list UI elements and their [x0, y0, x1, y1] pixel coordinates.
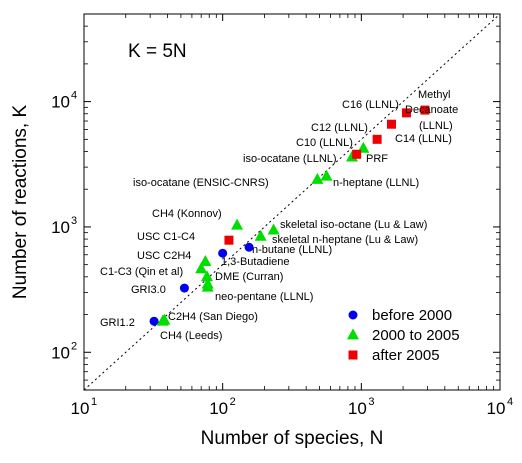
y-tick-label: 10: [51, 343, 70, 362]
point-label: Decanoate: [405, 104, 458, 116]
x-tick-label-exponent: 3: [368, 396, 374, 408]
point-label: CH4 (Konnov): [152, 208, 222, 220]
point-label: USC C1-C4: [137, 231, 195, 243]
data-point-circle: [180, 284, 189, 293]
legend: before 2000 2000 to 2005 after 2005: [347, 307, 460, 364]
axes-group: 10 1 10 2 10 3 10 410 210 310 4: [51, 14, 513, 418]
point-label: n-heptane (LLNL): [333, 177, 419, 189]
legend-marker-triangle: [347, 328, 359, 339]
x-tick-label-exponent: 4: [507, 396, 513, 408]
data-point-triangle: [311, 173, 323, 184]
point-label: GRI1.2: [100, 317, 135, 329]
point-label: GRI3.0: [131, 284, 166, 296]
y-tick-label: 10: [51, 218, 70, 237]
y-axis-label: Number of reactions, K: [10, 105, 31, 300]
x-tick-label: 10: [348, 399, 367, 418]
point-label: skeletal iso-octane (Lu & Law): [280, 219, 427, 231]
point-label: (LLNL): [419, 120, 453, 132]
legend-label: 2000 to 2005: [372, 327, 460, 344]
x-tick-label: 10: [71, 399, 90, 418]
point-label: neo-pentane (LLNL): [215, 291, 313, 303]
data-point-triangle: [231, 219, 243, 230]
y-tick-label-exponent: 4: [71, 90, 77, 102]
point-label: C12 (LLNL): [311, 122, 368, 134]
x-tick-label: 10: [209, 399, 228, 418]
point-label: PRF: [366, 153, 388, 165]
y-tick-label: 10: [51, 93, 70, 112]
point-label: C10 (LLNL): [296, 137, 353, 149]
annotation-k-equals-5n: K = 5N: [128, 41, 187, 62]
y-tick-label-exponent: 2: [71, 340, 77, 352]
point-labels-group: GRI1.2 C2H4 (San Diego) CH4 (Leeds) GRI3.0 n…: [100, 89, 458, 342]
point-label: USC C2H4: [137, 250, 191, 262]
data-point-triangle: [268, 223, 280, 234]
x-tick-label-exponent: 1: [91, 396, 97, 408]
data-point-circle: [150, 317, 159, 326]
data-point-square: [387, 120, 396, 129]
x-axis-label: Number of species, N: [201, 428, 384, 449]
point-label: C1-C3 (Qin et al): [100, 266, 183, 278]
legend-marker-square: [349, 351, 358, 360]
point-label: CH4 (Leeds): [160, 330, 222, 342]
point-label: iso-ocatane (ENSIC-CNRS): [133, 177, 269, 189]
x-tick-label: 10: [487, 399, 506, 418]
y-tick-label-exponent: 3: [71, 215, 77, 227]
point-label: C16 (LLNL): [342, 99, 399, 111]
point-label: Methyl: [418, 89, 450, 101]
point-label: DME (Curran): [215, 271, 283, 283]
x-tick-label-exponent: 2: [230, 396, 236, 408]
data-point-triangle: [255, 230, 267, 241]
point-label: skeletal n-heptane (Lu & Law): [272, 234, 418, 246]
point-label: C2H4 (San Diego): [168, 311, 258, 323]
legend-label: before 2000: [372, 307, 452, 324]
point-label: 1,3-Butadiene: [221, 256, 290, 268]
legend-label: after 2005: [372, 347, 440, 364]
point-label: iso-ocatane (LLNL): [243, 153, 337, 165]
data-point-square: [352, 150, 361, 159]
data-point-square: [224, 236, 233, 245]
data-point-square: [373, 135, 382, 144]
legend-marker-circle: [349, 311, 358, 320]
point-label: C14 (LLNL): [395, 133, 452, 145]
